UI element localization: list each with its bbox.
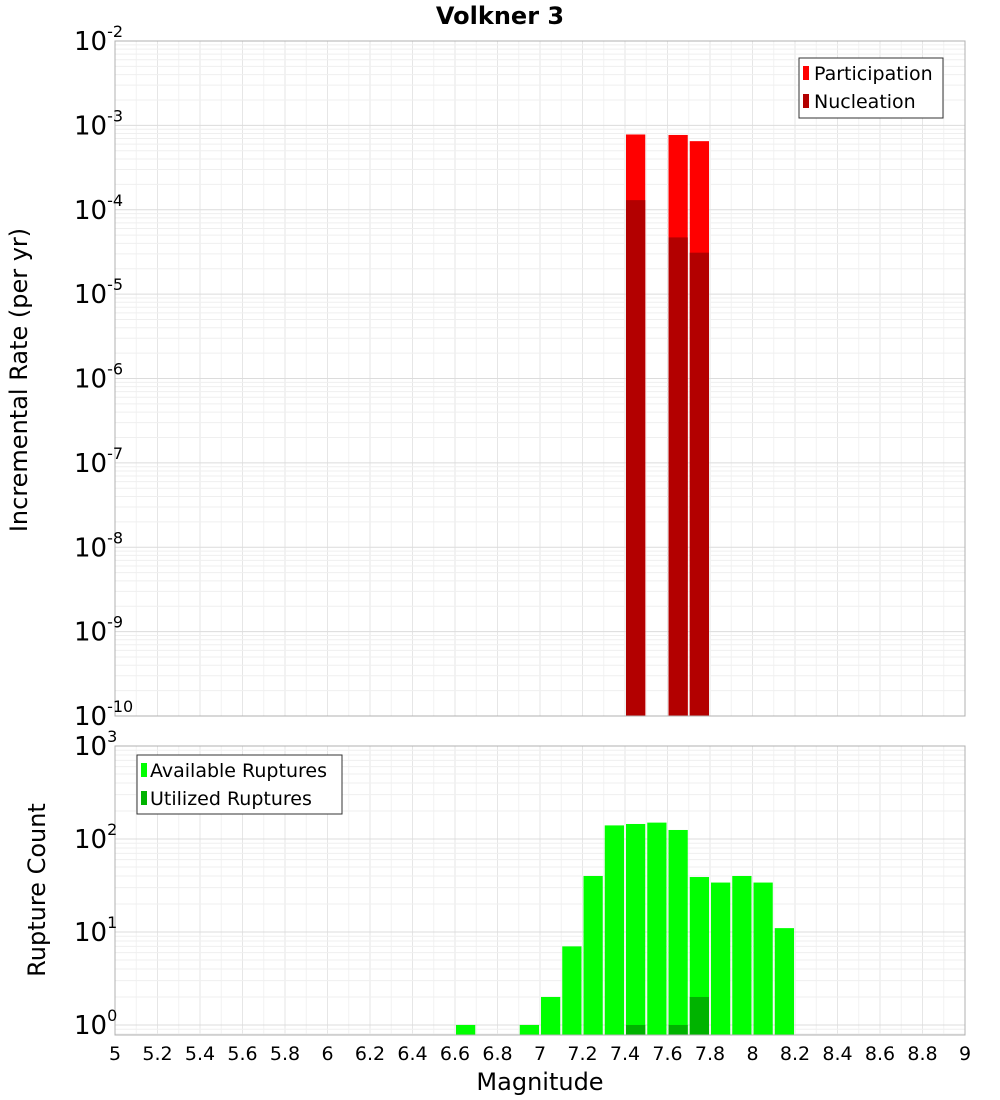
x-tick-label: 7.6 (652, 1043, 682, 1065)
legend-label-utilized: Utilized Ruptures (150, 788, 312, 810)
count-y-ticks: 103 102 101 100 (74, 727, 117, 1041)
count-available-ruptures-bar (711, 882, 731, 1035)
x-tick-label: 7.4 (610, 1043, 640, 1065)
x-tick-label: 8 (746, 1043, 758, 1065)
count-available-ruptures-bar (753, 882, 773, 1035)
count-available-ruptures-bar (583, 875, 603, 1035)
x-tick-label: 7.8 (695, 1043, 725, 1065)
count-available-ruptures-bar (626, 823, 646, 1035)
rate-legend: Participation Nucleation (798, 57, 944, 119)
count-available-ruptures-bar (732, 875, 752, 1035)
rate-panel: 10-210-310-410-510-610-710-810-910-10 In… (5, 22, 966, 732)
rate-nucleation-bar (668, 237, 688, 716)
legend-label-nucleation: Nucleation (814, 91, 916, 113)
rate-y-axis-label: Incremental Rate (per yr) (5, 228, 33, 532)
x-tick-label: 5.6 (227, 1043, 257, 1065)
count-available-ruptures-bar (562, 946, 582, 1035)
count-available-ruptures-bar (519, 1024, 539, 1035)
count-y-tick-label: 102 (74, 820, 117, 855)
rate-legend-box (798, 57, 944, 119)
chart-title: Volkner 3 (436, 2, 564, 30)
x-tick-label: 5.8 (270, 1043, 300, 1065)
legend-swatch-utilized (141, 791, 147, 805)
count-available-ruptures-bar (668, 829, 688, 1035)
count-available-ruptures-bar (774, 928, 794, 1035)
x-tick-label: 9 (959, 1043, 971, 1065)
count-legend-box (136, 754, 343, 815)
rate-y-tick-label: 10-3 (74, 106, 123, 141)
legend-swatch-participation (803, 66, 809, 80)
x-tick-label: 6.6 (440, 1043, 470, 1065)
count-y-tick-label: 101 (74, 913, 117, 948)
count-available-ruptures-bar (456, 1024, 476, 1035)
x-tick-label: 6.8 (482, 1043, 512, 1065)
count-available-ruptures-bar (541, 996, 561, 1035)
x-tick-label: 8.8 (907, 1043, 937, 1065)
count-plot-border (114, 745, 966, 1036)
count-utilized-ruptures-bar (689, 996, 709, 1035)
legend-label-available: Available Ruptures (150, 760, 327, 782)
x-tick-label: 8.4 (822, 1043, 852, 1065)
count-utilized-ruptures-bar (668, 1024, 688, 1035)
rate-grid (114, 40, 966, 717)
x-tick-label: 5 (109, 1043, 121, 1065)
x-tick-label: 6.2 (355, 1043, 385, 1065)
count-available-ruptures-bar (689, 877, 709, 1035)
legend-swatch-nucleation (803, 94, 809, 108)
count-legend: Available Ruptures Utilized Ruptures (136, 754, 343, 815)
x-tick-labels: 5 5.2 5.4 5.6 5.8 6 6.2 6.4 6.6 6.8 7 7.2 7.4 7.6 7.8 8… (109, 1043, 971, 1065)
count-y-axis-label: Rupture Count (23, 803, 51, 977)
count-y-tick-label: 103 (74, 727, 117, 762)
legend-label-participation: Participation (814, 63, 933, 85)
rate-y-tick-label: 10-10 (74, 697, 133, 732)
rate-y-tick-label: 10-2 (74, 22, 123, 57)
legend-swatch-available (141, 763, 147, 777)
x-tick-label: 5.4 (185, 1043, 215, 1065)
count-panel: 103 102 101 100 Rupture Count Available Rup… (23, 727, 966, 1041)
rate-y-ticks: 10-210-310-410-510-610-710-810-910-10 (74, 22, 133, 732)
count-available-ruptures-bar (604, 825, 624, 1035)
rate-nucleation-bar (626, 200, 646, 716)
x-tick-label: 6.4 (397, 1043, 427, 1065)
count-available-ruptures-bar (647, 822, 667, 1035)
x-tick-label: 8.2 (780, 1043, 810, 1065)
x-tick-label: 6 (321, 1043, 333, 1065)
rate-bars (626, 134, 709, 717)
count-y-tick-label: 100 (74, 1006, 117, 1041)
x-axis-label: Magnitude (476, 1068, 603, 1096)
x-tick-label: 7 (534, 1043, 546, 1065)
rate-plot-border (114, 40, 966, 717)
x-tick-label: 8.6 (865, 1043, 895, 1065)
x-tick-label: 7.2 (567, 1043, 597, 1065)
rate-nucleation-bar (689, 252, 709, 716)
count-bars (456, 822, 794, 1035)
count-utilized-ruptures-bar (626, 1024, 646, 1035)
x-tick-label: 5.2 (142, 1043, 172, 1065)
